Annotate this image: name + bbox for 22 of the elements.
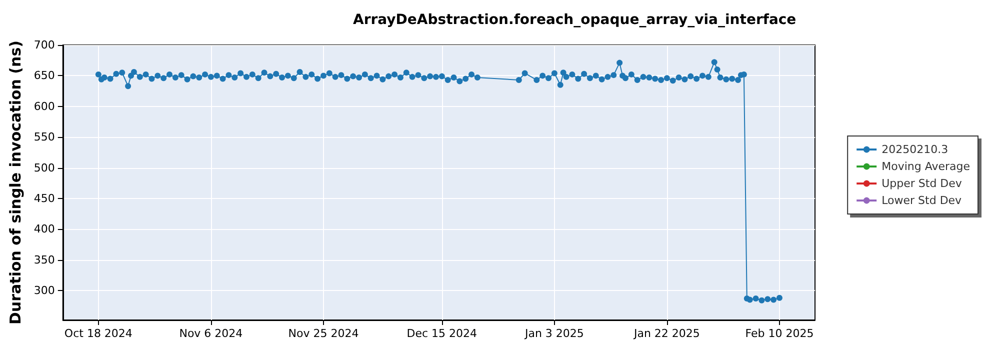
legend-label: Upper Std Dev <box>882 177 962 190</box>
y-tick-label: 500 <box>34 161 55 174</box>
y-tick-label: 400 <box>34 222 55 236</box>
y-tick-label: 650 <box>34 69 55 82</box>
x-tick-label: Jan 22 2025 <box>632 327 700 340</box>
x-tick-label: Feb 10 2025 <box>745 327 814 340</box>
legend-label: Moving Average <box>882 160 970 173</box>
chart-title: ArrayDeAbstraction.foreach_opaque_array_via_interface <box>353 12 796 28</box>
y-tick-label: 300 <box>34 284 55 298</box>
x-tick-label: Oct 18 2024 <box>64 327 132 340</box>
legend-label: 20250210.3 <box>882 143 948 156</box>
y-tick-label: 700 <box>34 38 55 52</box>
y-tick-label: 350 <box>34 253 55 266</box>
x-tick-label: Nov 25 2024 <box>288 327 359 340</box>
y-tick-label: 550 <box>34 130 55 144</box>
y-tick-label: 450 <box>34 192 55 205</box>
x-tick-label: Nov 6 2024 <box>179 327 243 340</box>
y-axis-title: Duration of single invocation (ns) <box>6 40 24 324</box>
legend-label: Lower Std Dev <box>882 194 962 207</box>
x-tick-label: Jan 3 2025 <box>524 327 584 340</box>
y-tick-label: 600 <box>34 100 55 113</box>
x-tick-label: Dec 15 2024 <box>406 327 478 340</box>
